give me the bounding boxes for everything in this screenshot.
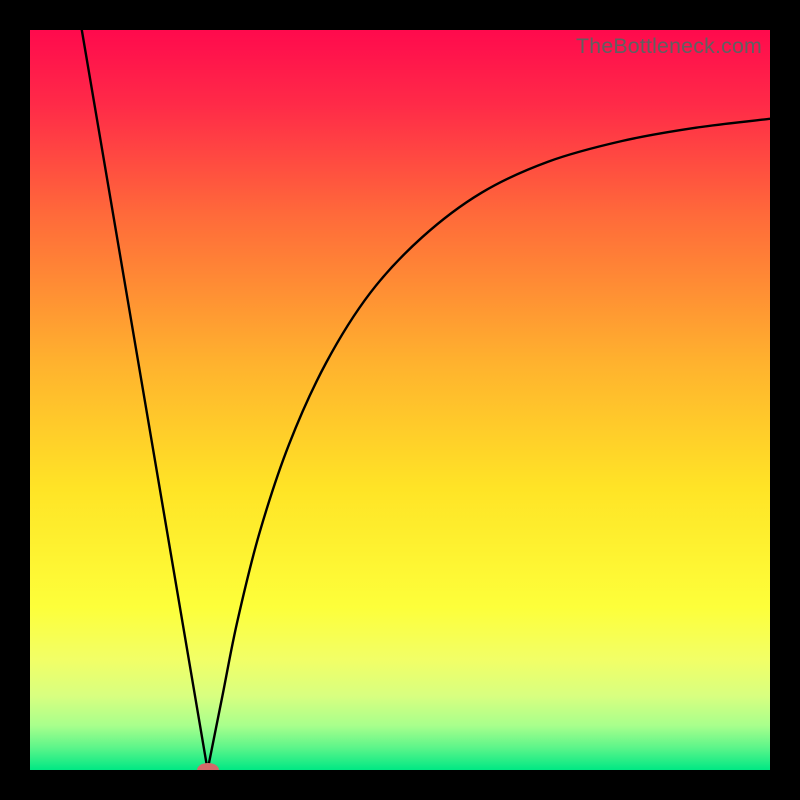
watermark-text: TheBottleneck.com xyxy=(576,34,762,59)
bottleneck-curve xyxy=(30,30,770,770)
plot-frame: TheBottleneck.com xyxy=(30,30,770,770)
minimum-marker xyxy=(197,763,219,770)
